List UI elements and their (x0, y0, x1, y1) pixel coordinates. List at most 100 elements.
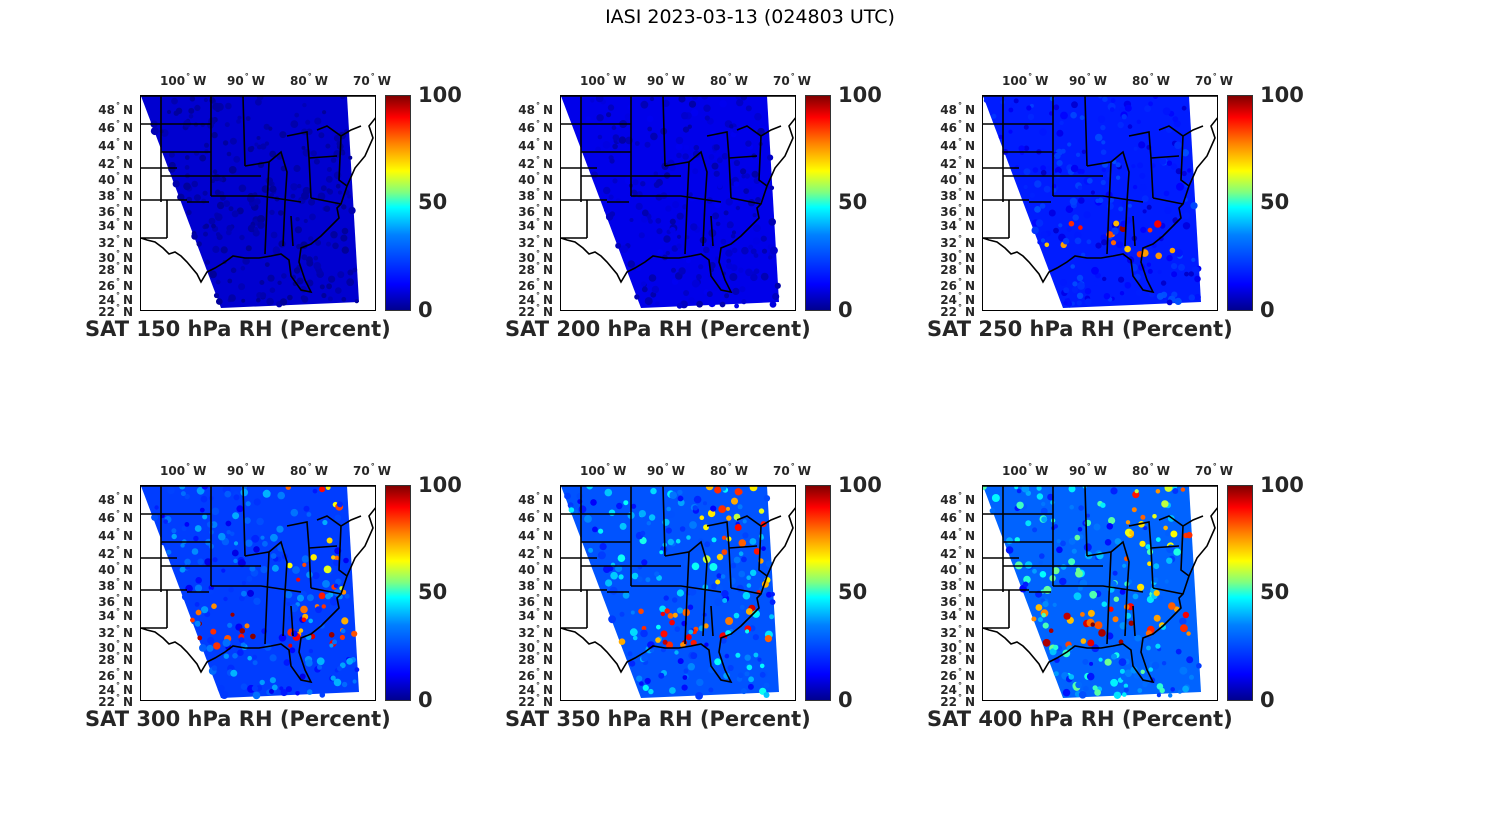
rh-retrieval-dot (325, 143, 331, 149)
rh-retrieval-dot (1137, 162, 1144, 169)
rh-retrieval-dot (749, 538, 757, 545)
latitude-tick-label: 48° N (940, 491, 975, 507)
rh-retrieval-dot (599, 543, 607, 551)
rh-retrieval-dot (1094, 133, 1103, 142)
latitude-ticks: 48° N 46° N 44° N 42° N 40° N 38° N 36° N 34° N 32° N 30° N… (505, 485, 555, 708)
rh-retrieval-dot (240, 642, 246, 648)
rh-retrieval-dot (326, 241, 331, 247)
rh-retrieval-dot (687, 604, 694, 610)
rh-retrieval-dot (238, 559, 246, 568)
rh-retrieval-dot (1101, 601, 1108, 607)
rh-retrieval-dot (171, 97, 178, 105)
rh-retrieval-dot (1041, 501, 1046, 507)
rh-retrieval-dot (612, 178, 618, 184)
rh-retrieval-dot (1066, 301, 1073, 307)
rh-retrieval-dot (319, 692, 326, 698)
rh-retrieval-dot (1054, 152, 1061, 160)
rh-retrieval-dot (200, 495, 208, 503)
rh-retrieval-dot (641, 281, 647, 287)
rh-retrieval-dot (616, 502, 623, 510)
rh-retrieval-dot (1166, 299, 1173, 306)
rh-retrieval-dot (1163, 190, 1170, 197)
rh-retrieval-dot (1154, 220, 1162, 228)
latitude-tick-label: 42° N (518, 155, 553, 171)
longitude-tick-label: 80° W (710, 462, 748, 478)
rh-retrieval-dot (1134, 489, 1139, 494)
rh-retrieval-dot (325, 593, 332, 600)
rh-retrieval-dot (1026, 105, 1032, 111)
rh-retrieval-dot (1166, 254, 1173, 262)
rh-retrieval-dot (233, 494, 240, 501)
rh-retrieval-dot (284, 591, 293, 599)
rh-retrieval-dot (224, 122, 230, 128)
rh-retrieval-dot (662, 99, 670, 107)
rh-retrieval-dot (1161, 500, 1169, 508)
rh-retrieval-dot (696, 678, 704, 687)
rh-retrieval-dot (208, 217, 216, 225)
rh-retrieval-dot (989, 508, 996, 514)
rh-retrieval-dot (329, 597, 338, 606)
rh-retrieval-dot (1013, 98, 1019, 104)
rh-retrieval-dot (246, 575, 253, 582)
state-boundaries (561, 96, 795, 294)
rh-retrieval-dot (301, 145, 306, 150)
rh-retrieval-dot (1089, 590, 1098, 599)
rh-retrieval-dot (665, 205, 672, 212)
rh-retrieval-dot (732, 126, 739, 134)
rh-retrieval-dot (199, 154, 207, 162)
rh-retrieval-dot (1123, 687, 1129, 693)
latitude-tick-label: 42° N (940, 155, 975, 171)
rh-retrieval-dot (301, 555, 310, 563)
rh-retrieval-dot (1164, 206, 1172, 215)
rh-retrieval-dot (657, 249, 663, 255)
latitude-tick-label: 30° N (518, 249, 553, 265)
rh-retrieval-dot (669, 619, 675, 626)
rh-retrieval-dot (1073, 592, 1082, 601)
rh-retrieval-dot (690, 223, 698, 231)
rh-retrieval-dot (692, 150, 701, 158)
rh-retrieval-dot (1024, 561, 1033, 569)
rh-retrieval-dot (150, 127, 159, 136)
rh-retrieval-dot (240, 265, 246, 271)
state-boundaries (983, 486, 1217, 684)
rh-retrieval-dot (1180, 624, 1188, 633)
rh-retrieval-dot (1094, 689, 1101, 696)
rh-retrieval-dot (724, 653, 730, 659)
rh-retrieval-dot (1170, 530, 1178, 538)
rh-retrieval-dot (1196, 663, 1202, 669)
rh-retrieval-dot (655, 217, 662, 224)
rh-retrieval-dot (277, 491, 285, 500)
rh-retrieval-dot (1023, 124, 1029, 130)
rh-retrieval-dot (1111, 653, 1117, 660)
state-boundaries (141, 96, 375, 294)
rh-retrieval-dot (341, 681, 348, 688)
rh-retrieval-dot (1046, 165, 1052, 171)
map-area (140, 95, 376, 311)
rh-retrieval-dot (188, 107, 195, 114)
colorbar-mid-label: 50 (1260, 580, 1290, 604)
rh-retrieval-dot (598, 528, 604, 534)
rh-retrieval-dot (199, 644, 207, 652)
rh-retrieval-dot (659, 550, 664, 555)
rh-retrieval-dot (326, 537, 333, 544)
rh-retrieval-dot (325, 175, 333, 183)
rh-retrieval-dot (688, 297, 695, 304)
rh-retrieval-dot (720, 486, 727, 491)
rh-retrieval-dot (733, 159, 740, 167)
rh-retrieval-dot (1035, 604, 1043, 611)
rh-retrieval-dot (297, 594, 304, 602)
rh-retrieval-dot (752, 213, 757, 218)
rh-retrieval-dot (1180, 487, 1186, 492)
state-boundaries (983, 96, 1217, 294)
rh-retrieval-dot (290, 604, 299, 613)
rh-retrieval-dot (983, 486, 987, 490)
rh-retrieval-dot (1053, 644, 1059, 651)
rh-retrieval-dot (333, 171, 342, 180)
rh-retrieval-dot (185, 584, 193, 593)
rh-retrieval-dot (319, 284, 325, 290)
rh-retrieval-dot (254, 142, 259, 147)
rh-retrieval-dot (1106, 523, 1114, 530)
rh-retrieval-dot (1113, 220, 1120, 227)
longitude-ticks: 100° W 90° W 80° W 70° W (140, 72, 400, 88)
rh-retrieval-dot (1075, 569, 1083, 578)
